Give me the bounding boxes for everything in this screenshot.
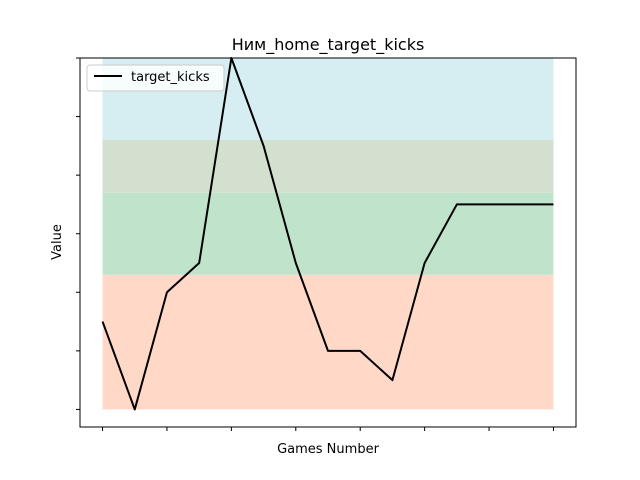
legend: target_kicks <box>86 64 225 92</box>
band-0 <box>102 274 554 410</box>
legend-box <box>86 64 225 92</box>
band-2 <box>102 140 554 193</box>
background-bands <box>102 58 554 410</box>
y-axis-label: Value <box>50 224 65 260</box>
x-axis-label: Games Number <box>277 442 379 457</box>
chart-title: Ним_home_target_kicks <box>232 35 425 55</box>
y-axis-ticks <box>76 57 80 410</box>
x-axis-ticks <box>102 427 554 431</box>
legend-label-target-kicks: target_kicks <box>131 70 210 85</box>
plot-frame <box>79 57 577 428</box>
band-1 <box>102 192 554 275</box>
